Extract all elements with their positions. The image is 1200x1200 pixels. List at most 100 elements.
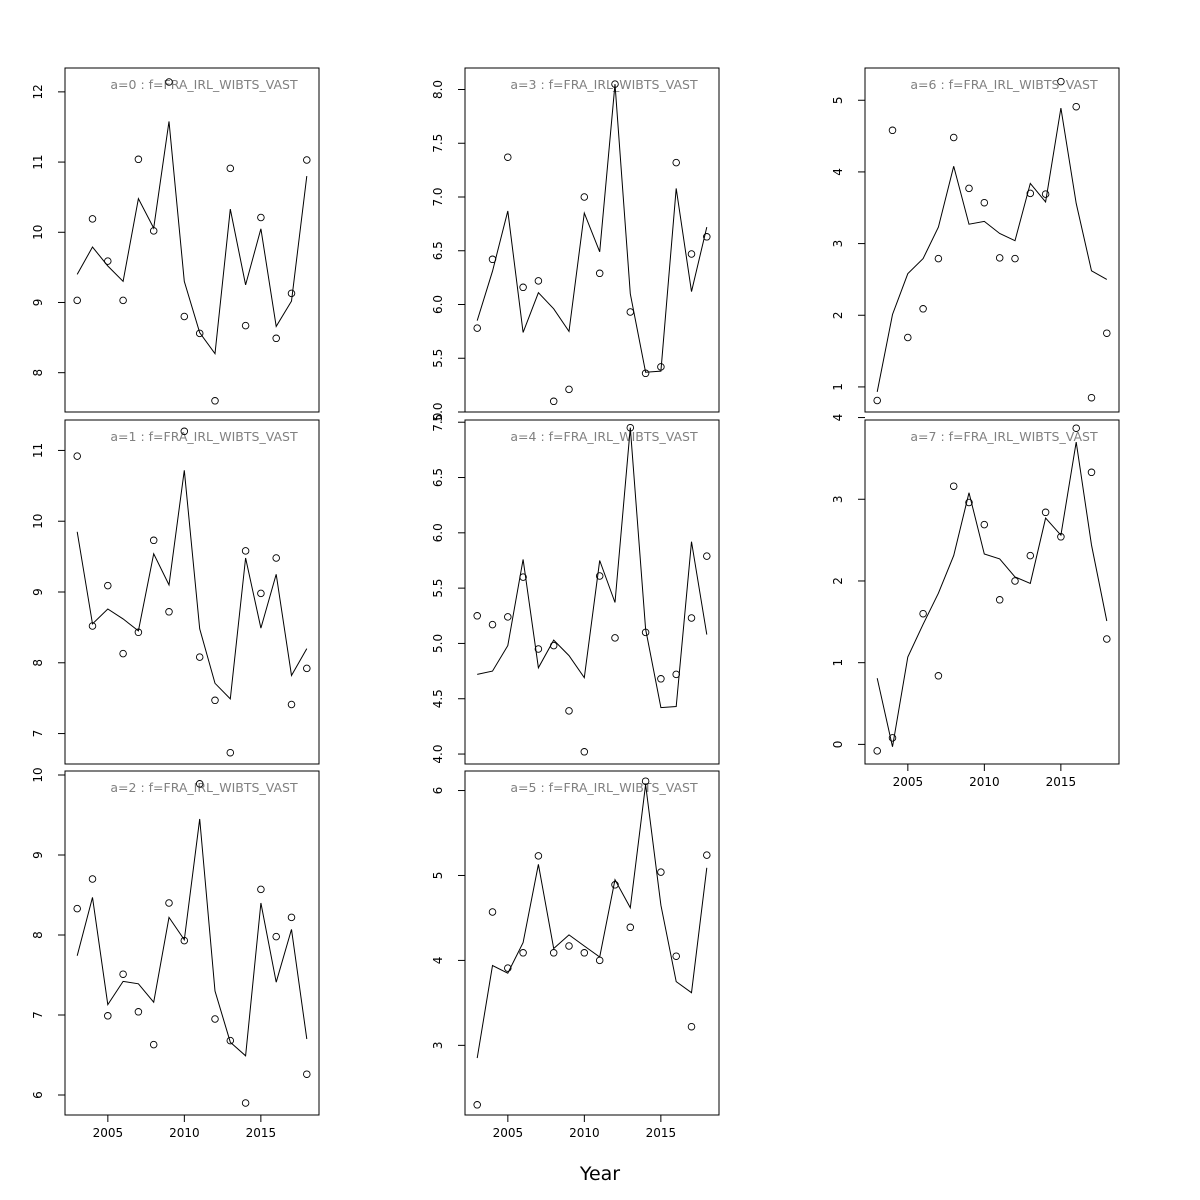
observed-point <box>241 1099 250 1107</box>
panel-title: a=4 : f=FRA_IRL_WIBTS_VAST <box>510 429 698 444</box>
y-tick-label: 7.0 <box>431 413 445 432</box>
observed-point <box>134 628 143 637</box>
y-tick-label: 3 <box>831 240 845 248</box>
observed-point <box>287 289 296 298</box>
observed-point <box>687 614 696 622</box>
observed-point <box>980 520 989 529</box>
observed-point <box>88 215 97 223</box>
panel-a7: 0 1 2 3 4 2005 2010 2015 a=7 : f=FRA_IRL_WIBTS_V… <box>831 414 1120 789</box>
observed-point <box>1087 393 1096 402</box>
y-tick-label: 1 <box>831 383 845 391</box>
observed-point <box>549 949 558 957</box>
observed-point <box>303 664 311 673</box>
observed-point <box>149 536 158 545</box>
y-tick-label: 8 <box>31 659 45 667</box>
observed-point <box>888 734 897 742</box>
x-tick-label: 2010 <box>169 1126 200 1140</box>
panel-a5: 3 4 5 6 2005 2010 2015 a=5 : f=FRA_IRL_WIBTS_VA… <box>431 770 720 1140</box>
y-tick-label: 5.0 <box>431 634 445 653</box>
observed-point <box>473 324 481 332</box>
y-tick-label: 7 <box>31 730 45 738</box>
panel-frame <box>464 419 720 765</box>
observed-point <box>657 675 665 683</box>
observed-point <box>703 851 711 859</box>
observed-point <box>88 622 97 630</box>
observed-point <box>1072 424 1080 432</box>
fitted-line <box>876 108 1108 392</box>
observed-point <box>473 1101 481 1109</box>
panel-title: a=5 : f=FRA_IRL_WIBTS_VAST <box>510 780 698 795</box>
observed-point <box>641 777 650 785</box>
observed-point <box>657 868 665 876</box>
observed-point <box>1041 508 1050 517</box>
observed-point <box>641 628 650 637</box>
x-tick-label: 2015 <box>1046 775 1077 789</box>
observed-point <box>1011 254 1019 263</box>
observed-point <box>934 672 943 680</box>
observed-point <box>303 1070 311 1078</box>
observed-point <box>272 554 280 562</box>
y-tick-label: 6 <box>31 1091 45 1099</box>
observed-point <box>519 949 527 957</box>
observed-point <box>73 452 81 460</box>
observed-point <box>949 482 958 490</box>
observed-point <box>272 334 280 343</box>
observed-point <box>226 164 235 173</box>
observed-point <box>1026 551 1035 560</box>
observed-point <box>904 333 912 342</box>
observed-point <box>672 158 680 167</box>
observed-point <box>1011 577 1019 585</box>
x-tick-label: 2015 <box>646 1126 677 1140</box>
fitted-line <box>476 784 708 1059</box>
observed-point <box>473 612 481 620</box>
y-tick-label: 6.0 <box>431 295 445 314</box>
observed-point <box>703 552 711 560</box>
y-tick-label: 10 <box>31 767 45 782</box>
observed-point <box>287 913 296 922</box>
panel-a3: 5.0 5.5 6.0 6.5 7.0 7.5 8.0 a=3 : f=FRA_IRL_WIB… <box>431 67 720 422</box>
observed-point <box>104 1012 112 1020</box>
y-tick-label: 3 <box>431 1042 445 1050</box>
y-tick-label: 11 <box>31 443 45 458</box>
y-tick-label: 6.5 <box>431 241 445 260</box>
observed-point <box>241 547 250 555</box>
observed-point <box>149 1040 158 1049</box>
observed-point <box>565 707 573 715</box>
observed-point <box>226 1036 235 1045</box>
observed-point <box>165 608 173 616</box>
observed-point <box>1057 533 1065 541</box>
y-tick-label: 11 <box>31 154 45 169</box>
y-tick-label: 4 <box>831 414 845 422</box>
observed-point <box>1103 635 1111 643</box>
panel-frame <box>464 67 720 413</box>
observed-point <box>1072 102 1080 111</box>
observed-point <box>965 184 973 193</box>
observed-point <box>549 397 558 406</box>
observed-point <box>595 269 604 278</box>
observed-point <box>595 572 604 580</box>
observed-point <box>88 875 97 883</box>
y-tick-label: 7.5 <box>431 134 445 153</box>
observed-point <box>303 156 311 164</box>
y-tick-label: 10 <box>31 514 45 529</box>
observed-point <box>257 213 265 222</box>
observed-point <box>657 363 665 371</box>
observed-point <box>873 396 881 405</box>
panel-frame <box>64 770 320 1116</box>
observed-point <box>257 885 265 894</box>
fitted-line <box>476 84 708 373</box>
fitted-line <box>76 121 308 356</box>
observed-point <box>534 852 543 860</box>
observed-point <box>534 645 543 653</box>
observed-point <box>641 369 650 378</box>
panel-title: a=0 : f=FRA_IRL_WIBTS_VAST <box>110 77 298 92</box>
observed-point <box>180 936 189 945</box>
panel-a4: 4.0 4.5 5.0 5.5 6.0 6.5 7.0 a=4 : f=FRA_IRL_WIB… <box>431 413 720 765</box>
observed-point <box>580 748 589 756</box>
observed-point <box>919 609 927 618</box>
observed-point <box>626 423 635 432</box>
observed-point <box>565 385 573 394</box>
observed-point <box>626 923 635 932</box>
x-tick-label: 2005 <box>93 1126 124 1140</box>
